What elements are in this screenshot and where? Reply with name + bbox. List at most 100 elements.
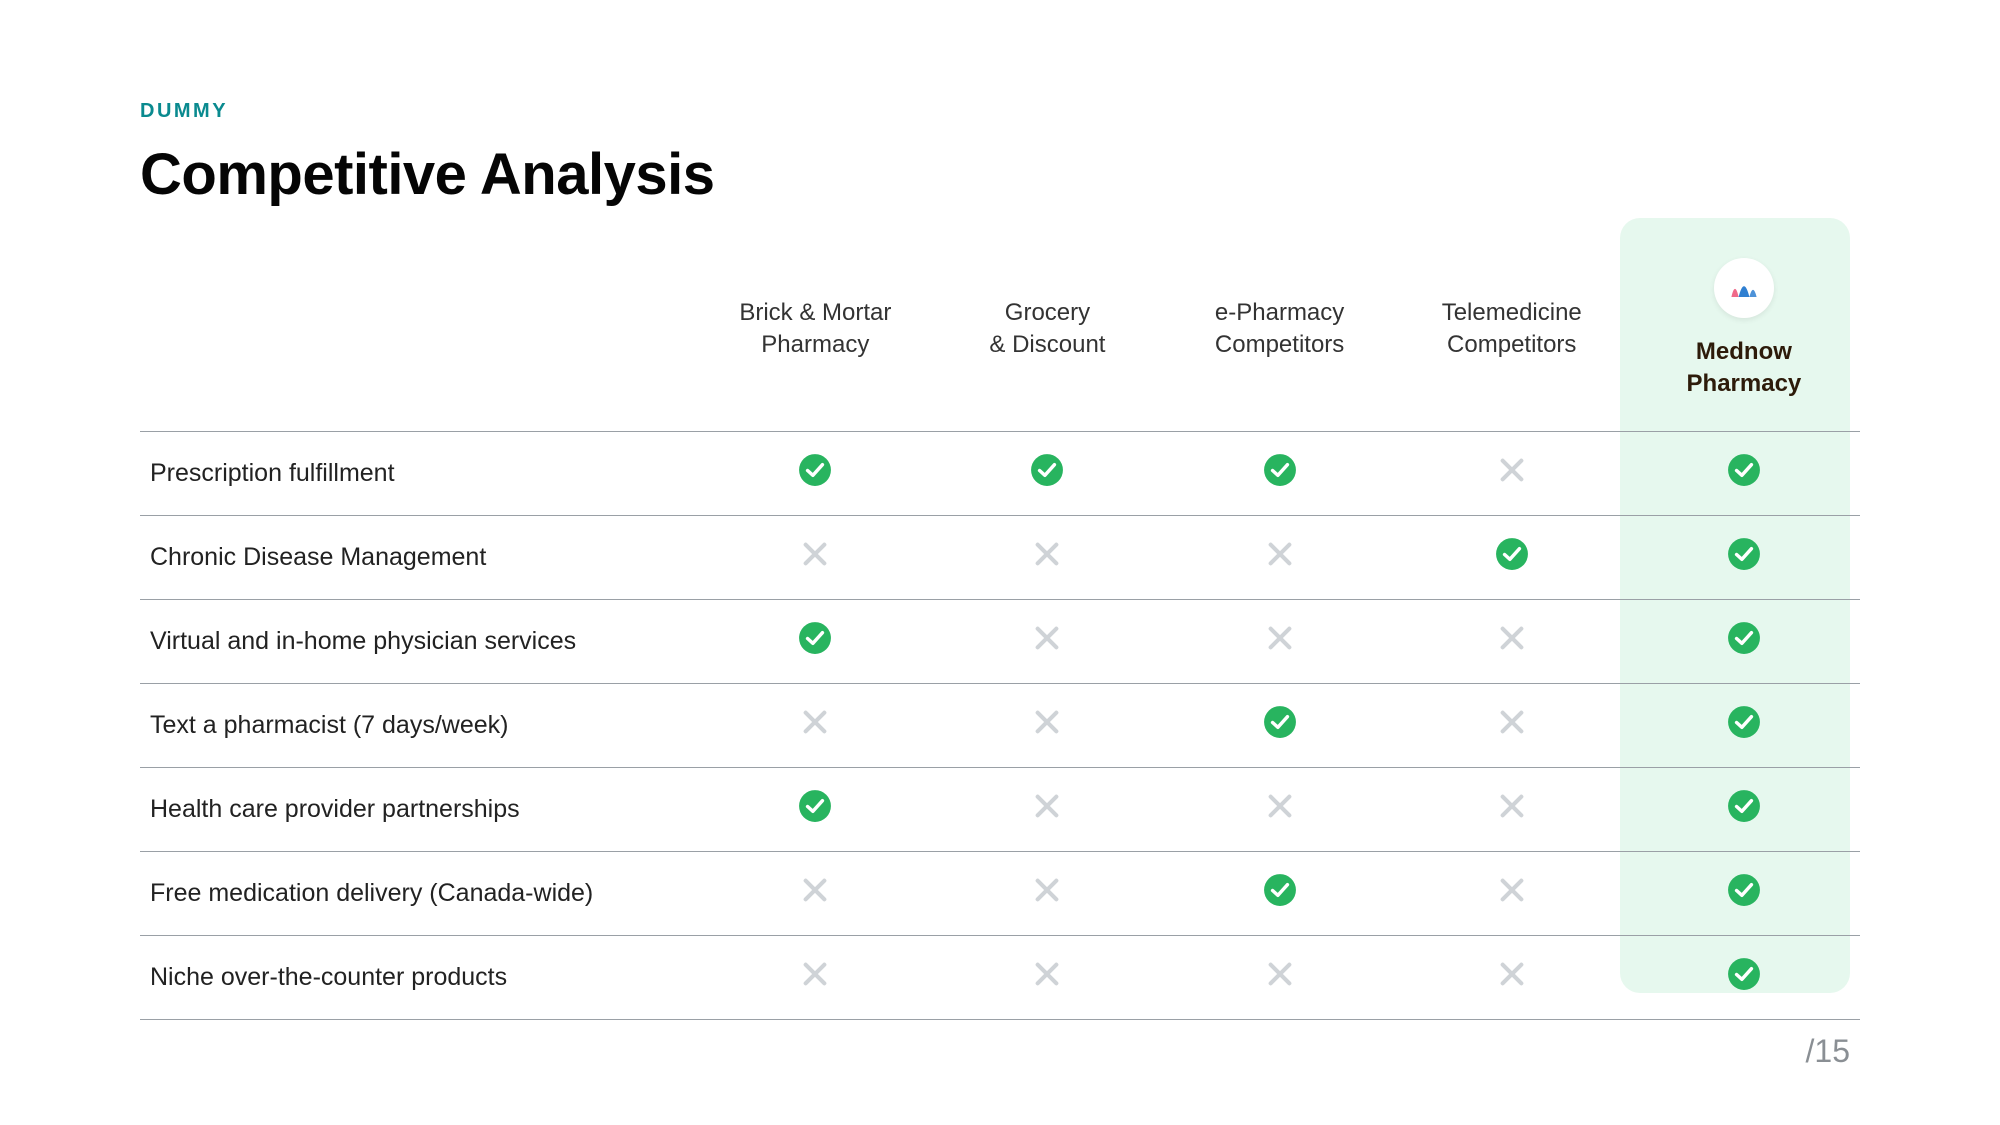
table-row: Virtual and in-home physician services	[140, 599, 1860, 683]
check-icon	[798, 621, 832, 655]
cross-icon	[1498, 960, 1526, 988]
comparison-cell	[931, 767, 1163, 851]
comparison-cell	[699, 935, 931, 1019]
feature-label: Text a pharmacist (7 days/week)	[140, 683, 699, 767]
comparison-cell	[1396, 515, 1628, 599]
comparison-cell	[931, 515, 1163, 599]
check-icon	[1030, 453, 1064, 487]
comparison-cell	[1396, 935, 1628, 1019]
eyebrow-label: DUMMY	[140, 100, 1860, 123]
cross-icon	[1498, 456, 1526, 484]
comparison-cell	[1164, 599, 1396, 683]
feature-label: Chronic Disease Management	[140, 515, 699, 599]
check-icon	[1727, 453, 1761, 487]
comparison-cell	[1628, 851, 1860, 935]
feature-label: Health care provider partnerships	[140, 767, 699, 851]
column-header-label: Brick & MortarPharmacy	[709, 297, 921, 362]
comparison-cell	[1628, 935, 1860, 1019]
cross-icon	[1498, 624, 1526, 652]
column-header-label: TelemedicineCompetitors	[1406, 297, 1618, 362]
comparison-cell	[1164, 683, 1396, 767]
comparison-cell	[1164, 935, 1396, 1019]
comparison-table: Brick & MortarPharmacy Grocery& Discounte…	[140, 258, 1860, 1020]
cross-icon	[1033, 708, 1061, 736]
feature-label: Niche over-the-counter products	[140, 935, 699, 1019]
comparison-cell	[699, 683, 931, 767]
feature-label: Virtual and in-home physician services	[140, 599, 699, 683]
comparison-cell	[699, 431, 931, 515]
column-header: TelemedicineCompetitors	[1396, 258, 1628, 431]
comparison-cell	[1628, 599, 1860, 683]
comparison-cell	[931, 935, 1163, 1019]
comparison-cell	[1628, 515, 1860, 599]
feature-label: Prescription fulfillment	[140, 431, 699, 515]
table-header-row: Brick & MortarPharmacy Grocery& Discounte…	[140, 258, 1860, 431]
table-row: Health care provider partnerships	[140, 767, 1860, 851]
cross-icon	[1266, 540, 1294, 568]
check-icon	[1727, 537, 1761, 571]
header-blank	[140, 258, 699, 431]
check-icon	[1495, 537, 1529, 571]
comparison-cell	[1164, 515, 1396, 599]
table-row: Prescription fulfillment	[140, 431, 1860, 515]
table-row: Text a pharmacist (7 days/week)	[140, 683, 1860, 767]
cross-icon	[1266, 624, 1294, 652]
table-body: Prescription fulfillment Chronic Disease…	[140, 431, 1860, 1019]
column-header: Grocery& Discount	[931, 258, 1163, 431]
brand-logo-icon	[1714, 258, 1774, 318]
feature-label: Free medication delivery (Canada-wide)	[140, 851, 699, 935]
brand-logo-wrap	[1638, 258, 1850, 318]
check-icon	[1727, 789, 1761, 823]
table-row: Free medication delivery (Canada-wide)	[140, 851, 1860, 935]
comparison-cell	[1164, 767, 1396, 851]
table-row: Chronic Disease Management	[140, 515, 1860, 599]
check-icon	[798, 789, 832, 823]
slide: DUMMY Competitive Analysis Brick & Morta…	[0, 0, 2000, 1125]
check-icon	[1263, 453, 1297, 487]
column-header: MednowPharmacy	[1628, 258, 1860, 431]
comparison-cell	[699, 599, 931, 683]
cross-icon	[1033, 960, 1061, 988]
cross-icon	[1266, 960, 1294, 988]
cross-icon	[1498, 708, 1526, 736]
comparison-cell	[1396, 851, 1628, 935]
cross-icon	[1033, 540, 1061, 568]
column-header: e-PharmacyCompetitors	[1164, 258, 1396, 431]
cross-icon	[801, 876, 829, 904]
comparison-cell	[699, 767, 931, 851]
comparison-cell	[1396, 767, 1628, 851]
cross-icon	[801, 708, 829, 736]
comparison-cell	[931, 431, 1163, 515]
table-row: Niche over-the-counter products	[140, 935, 1860, 1019]
cross-icon	[1033, 876, 1061, 904]
cross-icon	[1033, 792, 1061, 820]
comparison-cell	[1164, 431, 1396, 515]
comparison-cell	[1164, 851, 1396, 935]
comparison-cell	[931, 851, 1163, 935]
check-icon	[1727, 621, 1761, 655]
comparison-table-wrap: Brick & MortarPharmacy Grocery& Discounte…	[140, 258, 1860, 1020]
comparison-cell	[931, 599, 1163, 683]
comparison-cell	[1396, 683, 1628, 767]
column-header-label: MednowPharmacy	[1638, 336, 1850, 401]
comparison-cell	[699, 515, 931, 599]
cross-icon	[1266, 792, 1294, 820]
cross-icon	[1498, 792, 1526, 820]
check-icon	[1263, 705, 1297, 739]
comparison-cell	[1396, 431, 1628, 515]
cross-icon	[801, 540, 829, 568]
column-header: Brick & MortarPharmacy	[699, 258, 931, 431]
cross-icon	[1498, 876, 1526, 904]
comparison-cell	[1396, 599, 1628, 683]
comparison-cell	[931, 683, 1163, 767]
comparison-cell	[1628, 683, 1860, 767]
cross-icon	[1033, 624, 1061, 652]
cross-icon	[801, 960, 829, 988]
comparison-cell	[1628, 767, 1860, 851]
page-title: Competitive Analysis	[140, 141, 1860, 208]
check-icon	[1727, 873, 1761, 907]
check-icon	[1263, 873, 1297, 907]
check-icon	[798, 453, 832, 487]
page-number: /15	[1806, 1033, 1850, 1070]
column-header-label: Grocery& Discount	[941, 297, 1153, 362]
